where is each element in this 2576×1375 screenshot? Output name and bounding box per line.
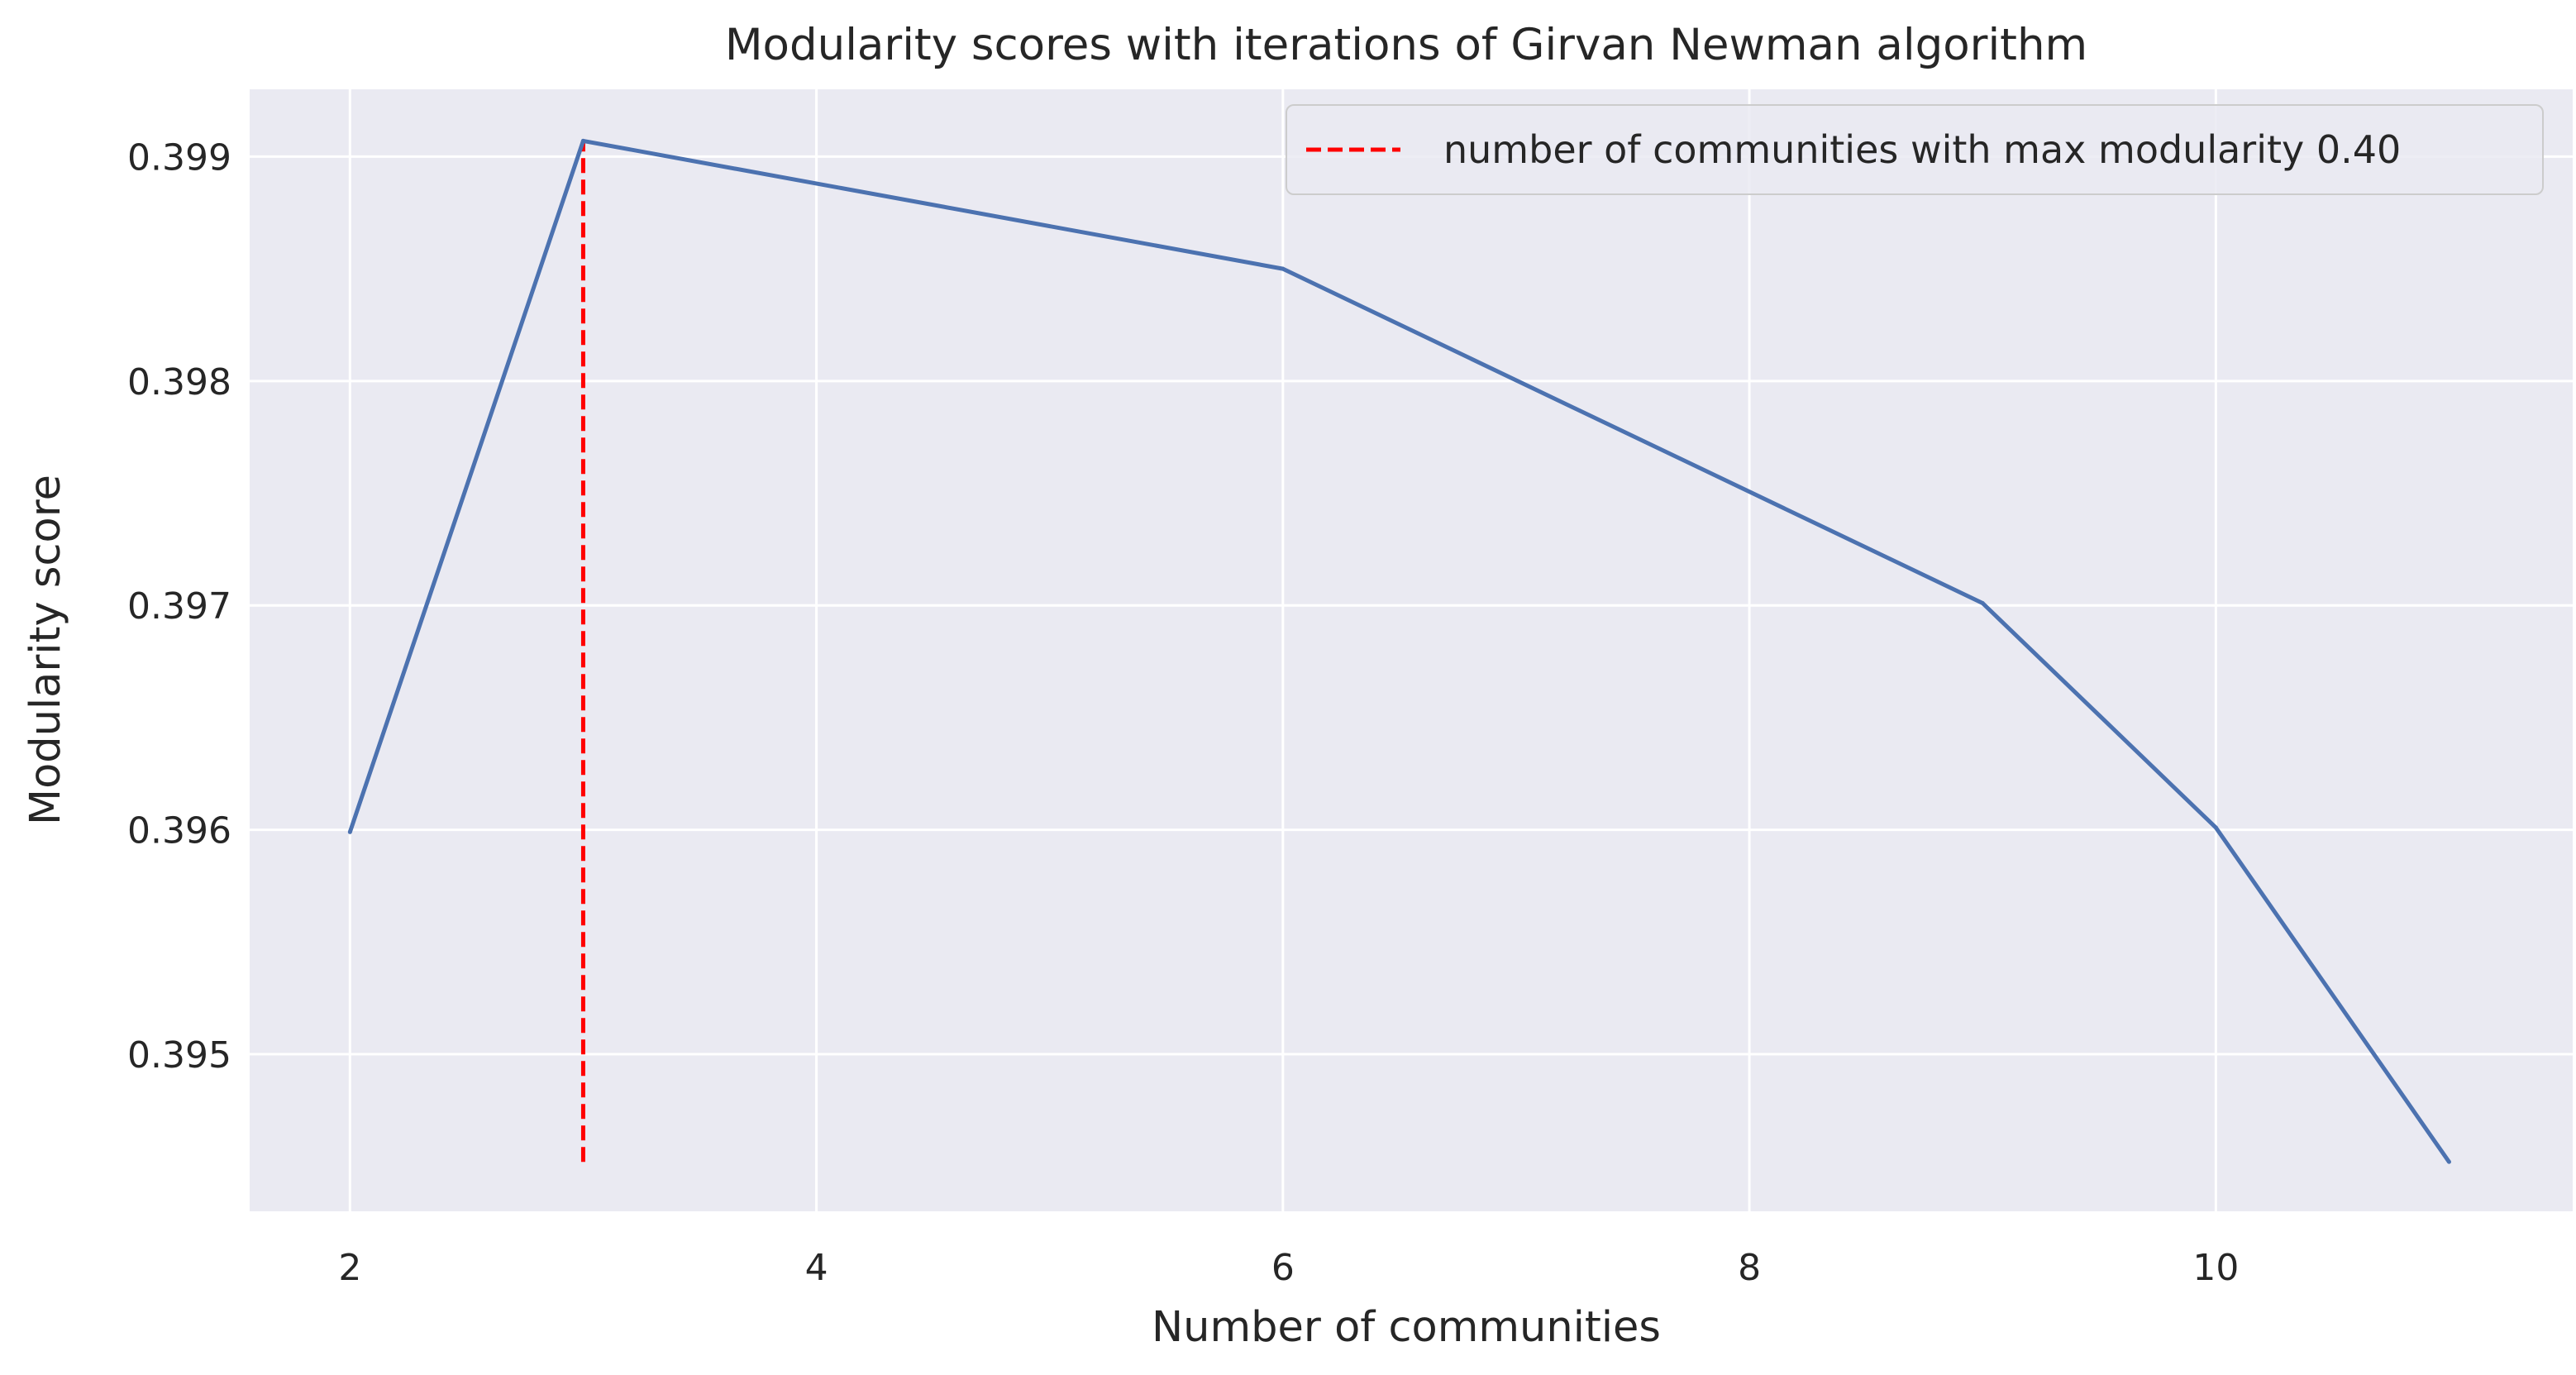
plot-area (250, 89, 2573, 1211)
x-tick-label: 4 (805, 1247, 828, 1289)
data-point (2446, 1159, 2451, 1164)
chart-title: Modularity scores with iterations of Gir… (725, 20, 2087, 70)
x-tick-label: 2 (338, 1247, 361, 1289)
legend-box (1286, 104, 2544, 195)
data-point (1281, 266, 1286, 271)
y-tick-label: 0.396 (127, 810, 231, 852)
data-point (2213, 825, 2218, 830)
legend: number of communities with max modularit… (1286, 104, 2544, 195)
x-axis-label: Number of communities (1152, 1303, 1661, 1352)
y-axis-label: Modularity score (21, 475, 70, 825)
y-tick-label: 0.399 (127, 136, 231, 179)
y-tick-label: 0.397 (127, 585, 231, 628)
data-point (347, 829, 352, 834)
series-layer (347, 138, 2451, 1164)
tick-labels: 2 4 6 8 10 0.395 0.396 0.397 0.398 0.399 (127, 136, 2239, 1289)
data-point (1980, 601, 1985, 606)
series-line (347, 138, 2451, 1163)
legend-label: number of communities with max modularit… (1443, 127, 2401, 172)
x-tick-label: 6 (1271, 1247, 1295, 1289)
x-tick-label: 8 (1738, 1247, 1761, 1289)
y-tick-label: 0.398 (127, 361, 231, 403)
y-tick-label: 0.395 (127, 1034, 231, 1077)
data-point (580, 138, 585, 143)
x-tick-label: 10 (2192, 1247, 2239, 1289)
